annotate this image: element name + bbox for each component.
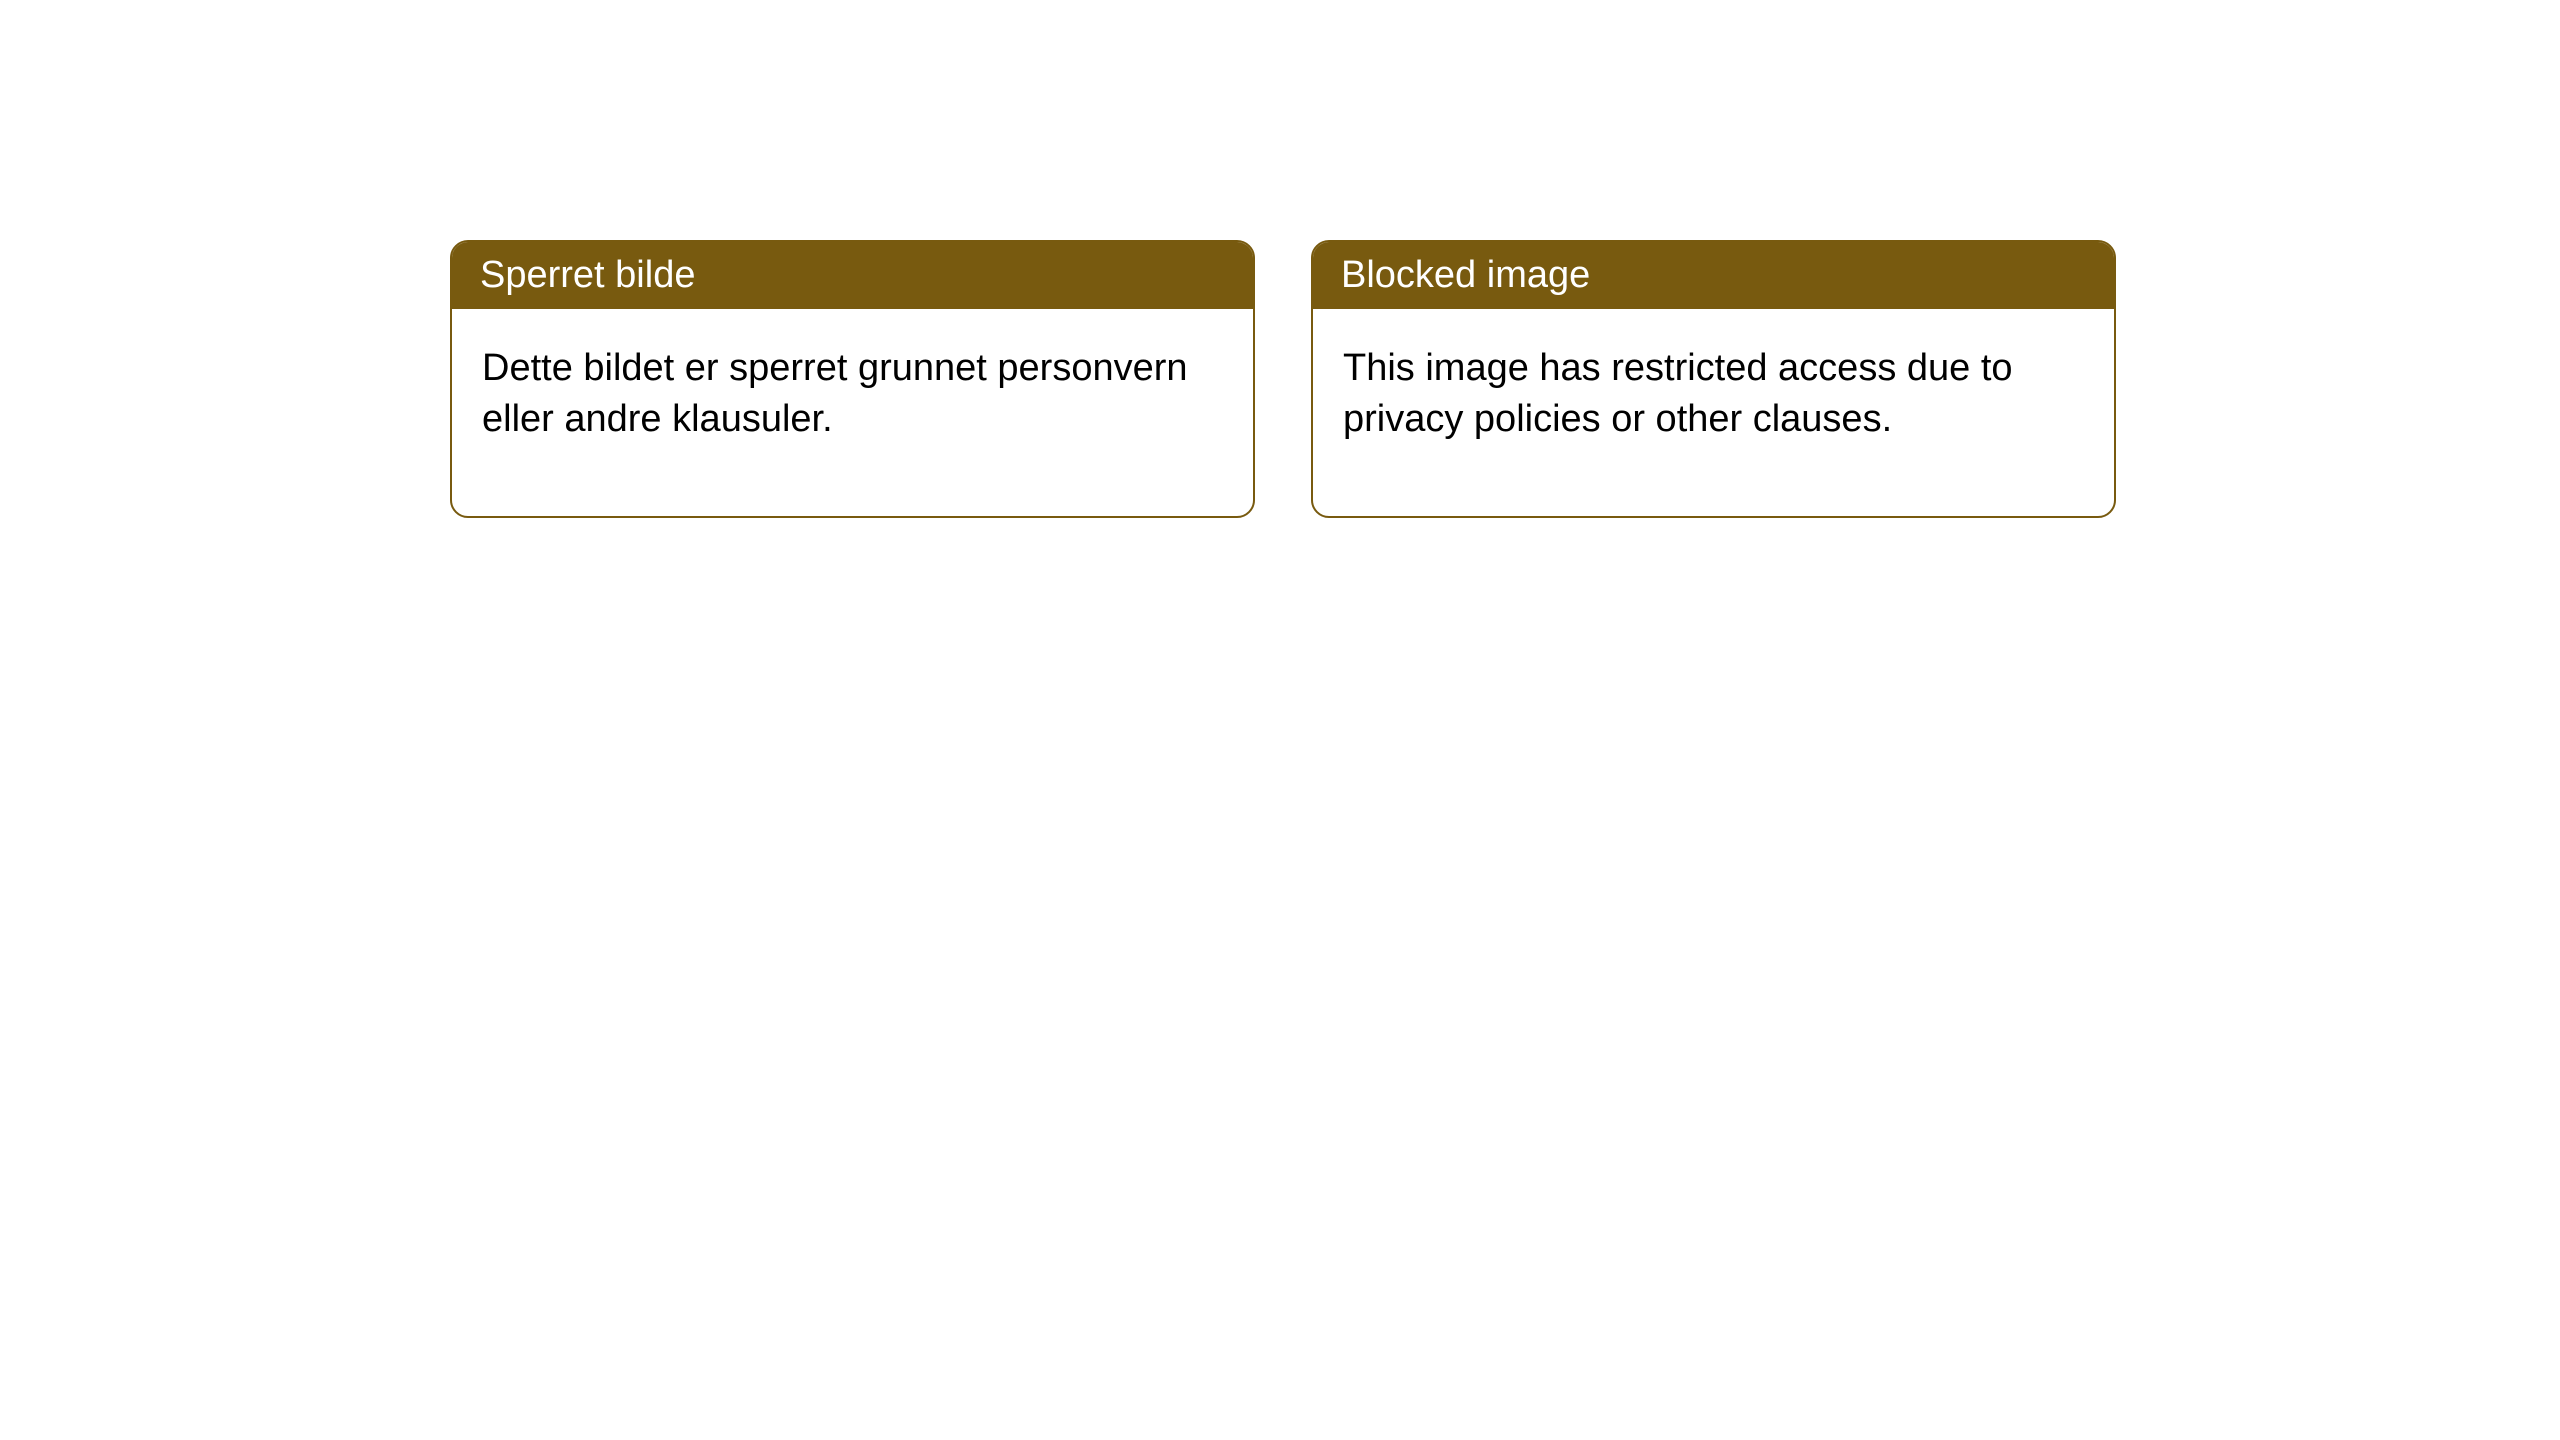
notice-title-norwegian: Sperret bilde [452,242,1253,309]
notice-title-english: Blocked image [1313,242,2114,309]
notice-body-english: This image has restricted access due to … [1313,309,2114,516]
notice-container: Sperret bilde Dette bildet er sperret gr… [0,0,2560,518]
notice-body-norwegian: Dette bildet er sperret grunnet personve… [452,309,1253,516]
notice-card-norwegian: Sperret bilde Dette bildet er sperret gr… [450,240,1255,518]
notice-card-english: Blocked image This image has restricted … [1311,240,2116,518]
